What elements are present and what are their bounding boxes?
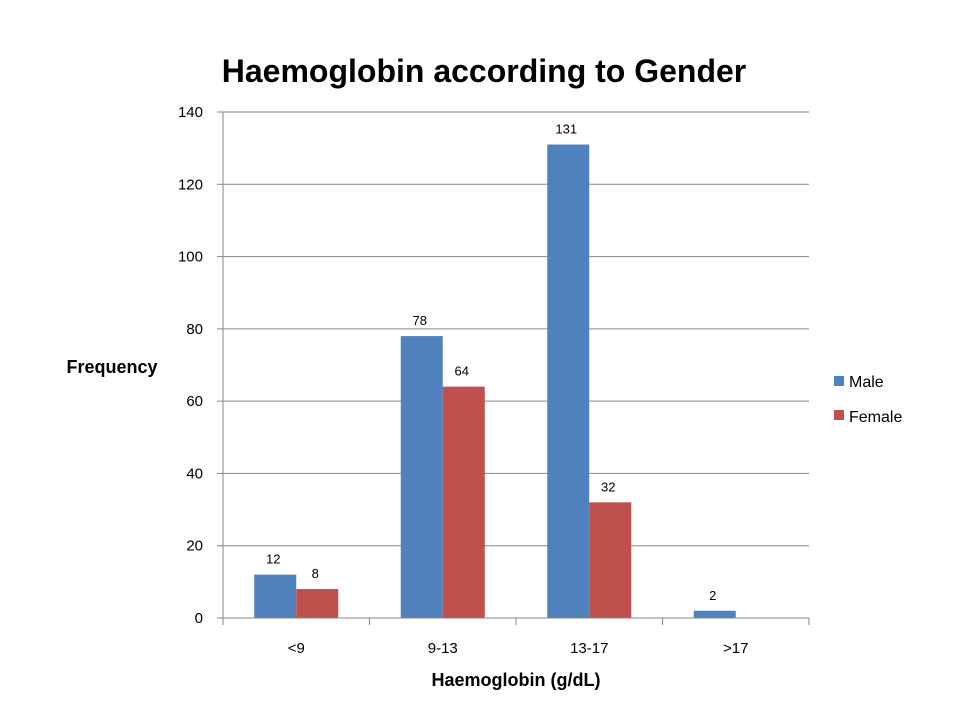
- y-tick-label: 140: [178, 104, 203, 121]
- legend-label-female: Female: [849, 409, 902, 426]
- data-label: 78: [413, 313, 427, 328]
- data-label: 64: [455, 364, 469, 379]
- y-tick-label: 0: [195, 610, 203, 627]
- data-label: 32: [601, 479, 615, 494]
- x-tick-label: <9: [288, 640, 305, 657]
- bar-male: [693, 610, 736, 618]
- bar-male: [547, 144, 590, 618]
- data-labels: 12 78 131 2 8 64 32: [266, 122, 716, 603]
- bar-female: [442, 386, 485, 618]
- bar-male: [400, 336, 443, 618]
- bar-female: [296, 589, 339, 618]
- chart-title: Haemoglobin according to Gender: [222, 53, 747, 89]
- y-axis-label: Frequency: [66, 357, 157, 377]
- y-tick-label: 100: [178, 249, 203, 266]
- bar-female: [589, 502, 632, 618]
- y-tick-label: 120: [178, 176, 203, 193]
- gridlines: [223, 111, 809, 547]
- legend-label-male: Male: [849, 374, 884, 391]
- data-label: 12: [266, 552, 280, 567]
- legend-swatch-male: [834, 376, 844, 386]
- y-tick-label: 40: [186, 465, 203, 482]
- bar-male: [254, 574, 297, 618]
- legend-swatch-female: [834, 410, 844, 420]
- x-tick-label: 9-13: [428, 640, 458, 657]
- data-label: 2: [709, 588, 716, 603]
- axes: 0 20 40 60 80 100 120 140 <9 9-13 13-17 >17: [178, 104, 810, 657]
- x-tick-label: 13-17: [570, 640, 608, 657]
- legend: Male Female: [834, 374, 902, 426]
- data-label: 8: [312, 566, 319, 581]
- bars: [254, 144, 736, 618]
- y-tick-label: 60: [186, 393, 203, 410]
- x-axis-label: Haemoglobin (g/dL): [432, 670, 601, 690]
- data-label: 131: [555, 122, 577, 137]
- y-tick-label: 20: [186, 538, 203, 555]
- y-tick-label: 80: [186, 321, 203, 338]
- x-tick-label: >17: [723, 640, 748, 657]
